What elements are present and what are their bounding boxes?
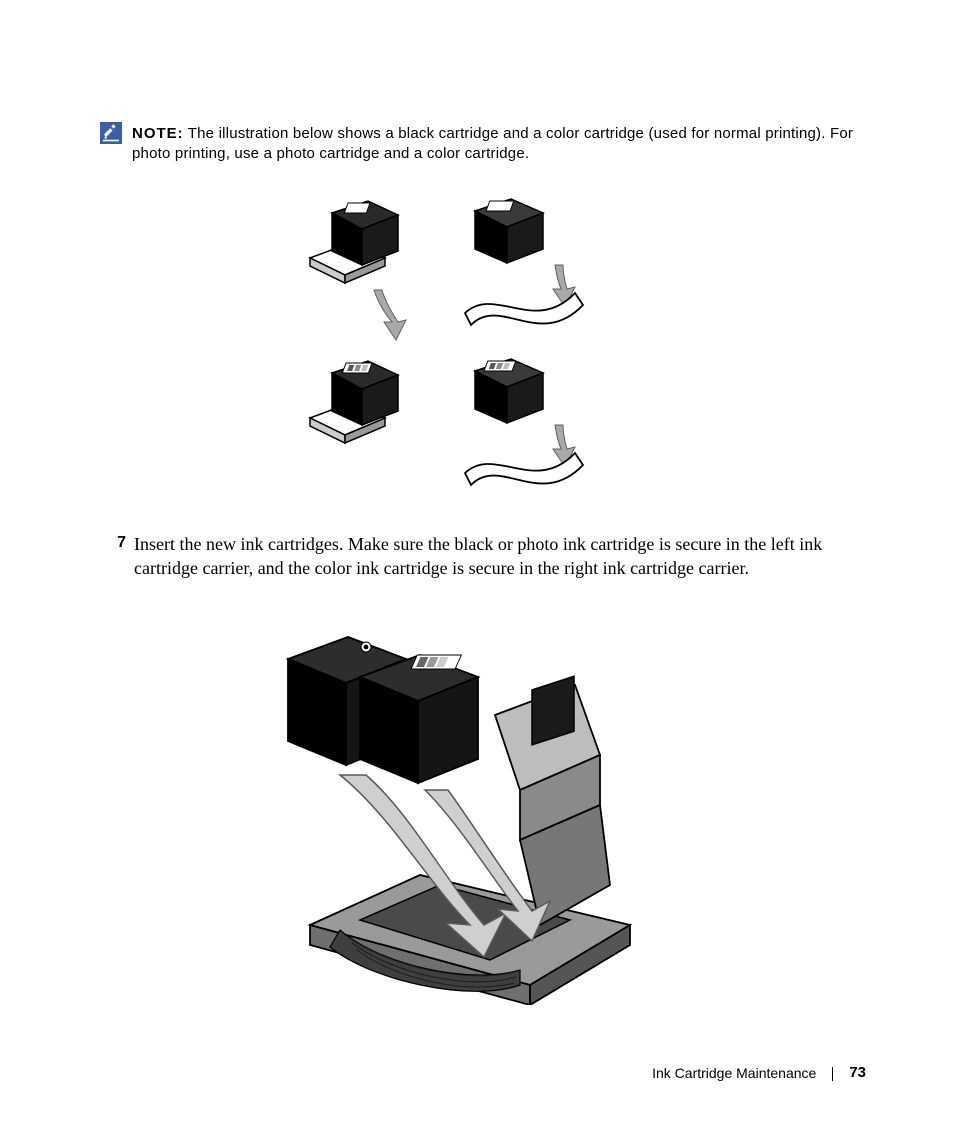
footer-section: Ink Cartridge Maintenance (652, 1065, 816, 1081)
step-number: 7 (102, 532, 126, 552)
illustration-tape-removal (290, 195, 610, 505)
page: NOTE: The illustration below shows a bla… (0, 0, 954, 1145)
step-7: 7 Insert the new ink cartridges. Make su… (102, 532, 862, 581)
note-body: The illustration below shows a black car… (132, 125, 853, 162)
note-label: NOTE: (132, 125, 184, 142)
footer-page-number: 73 (849, 1064, 866, 1081)
page-footer: Ink Cartridge Maintenance 73 (652, 1064, 866, 1081)
footer-separator (832, 1067, 833, 1081)
note-text: NOTE: The illustration below shows a bla… (132, 124, 870, 165)
note-pencil-icon (100, 122, 122, 149)
illustration-insert-cartridges (270, 625, 670, 1005)
step-text: Insert the new ink cartridges. Make sure… (134, 532, 862, 581)
note-block: NOTE: The illustration below shows a bla… (100, 124, 870, 165)
